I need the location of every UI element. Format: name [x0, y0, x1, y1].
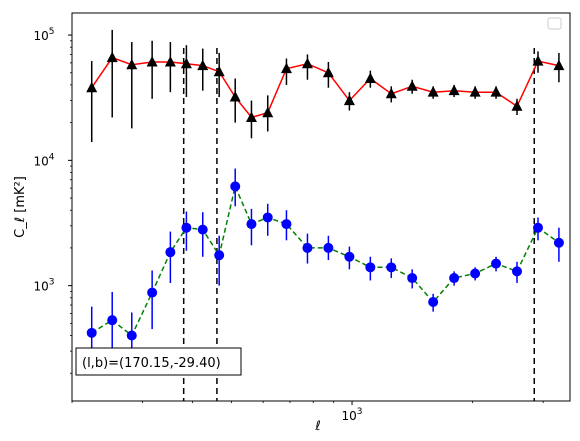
triangle-marker: [126, 58, 138, 70]
circle-marker: [344, 251, 355, 262]
circle-marker: [491, 258, 502, 269]
triangle-marker: [532, 55, 544, 66]
triangle-marker: [229, 91, 241, 102]
plot-frame: [71, 12, 571, 402]
triangle-marker: [180, 57, 192, 69]
y-axis-label: C_ℓ [mK²]: [13, 176, 28, 238]
legend-box: [547, 17, 562, 30]
triangle-marker: [427, 86, 439, 97]
triangle-marker: [406, 80, 418, 91]
circle-marker: [553, 237, 564, 248]
circle-marker: [386, 262, 397, 273]
circle-marker: [449, 273, 460, 284]
x-tick-label: 103: [342, 407, 363, 423]
axis-ticks: 103 104 105 103: [33, 27, 544, 423]
series-line: [91, 184, 560, 337]
circle-marker: [126, 330, 137, 341]
annotation-text: (l,b)=(170.15,-29.40): [82, 356, 221, 371]
circle-marker: [214, 250, 225, 261]
triangle-marker: [553, 59, 565, 71]
annotation-box: (l,b)=(170.15,-29.40): [75, 347, 242, 376]
triangle-marker: [280, 62, 292, 74]
circle-marker: [86, 327, 97, 338]
triangle-marker: [511, 100, 523, 111]
series-line: [91, 56, 560, 119]
triangle-marker: [385, 87, 397, 99]
circle-marker: [262, 212, 273, 223]
circle-marker: [532, 222, 543, 233]
triangle-marker: [343, 94, 355, 106]
circle-marker: [512, 266, 523, 277]
triangle-marker: [197, 59, 209, 71]
y-tick-label: 103: [33, 278, 54, 294]
triangle-marker: [245, 111, 257, 122]
y-tick-label: 104: [33, 152, 54, 168]
triangle-marker: [164, 55, 176, 67]
triangle-marker: [262, 106, 274, 118]
circle-marker: [365, 262, 376, 273]
plot-area: [86, 29, 565, 401]
triangle-marker: [86, 81, 98, 93]
circle-marker: [407, 273, 418, 284]
triangle-marker: [106, 51, 118, 63]
triangle-marker: [469, 86, 481, 97]
circle-marker: [323, 242, 334, 253]
circle-marker: [181, 222, 192, 233]
circle-marker: [470, 268, 481, 279]
circle-marker: [428, 297, 439, 308]
triangle-marker: [448, 84, 460, 96]
triangle-marker: [301, 57, 313, 69]
y-tick-label: 105: [33, 27, 54, 43]
circle-marker: [230, 181, 241, 192]
circle-marker: [246, 219, 257, 230]
circle-marker: [197, 224, 208, 235]
triangle-marker: [146, 55, 158, 67]
circle-marker: [281, 219, 292, 230]
circle-marker: [302, 242, 313, 253]
circle-marker: [147, 287, 158, 298]
triangle-marker: [322, 66, 334, 78]
circle-marker: [107, 315, 118, 326]
x-axis-label: ℓ: [314, 419, 320, 434]
triangle-marker: [364, 72, 376, 84]
triangle-marker: [213, 65, 225, 77]
triangle-marker: [490, 86, 502, 97]
circle-marker: [165, 247, 176, 258]
